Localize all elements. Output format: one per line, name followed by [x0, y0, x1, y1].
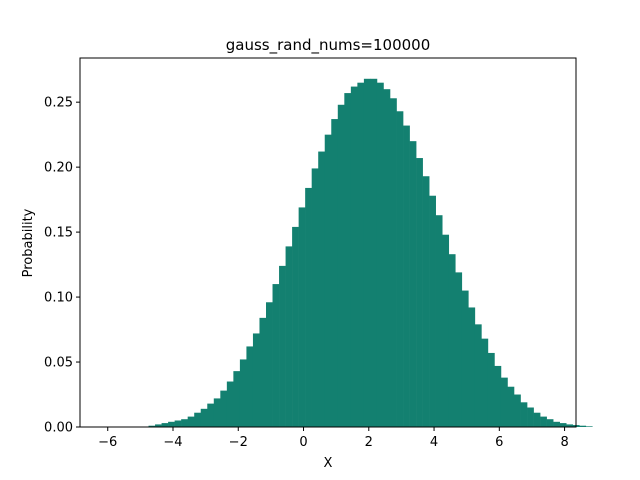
histogram-bar — [266, 302, 273, 427]
histogram-bar — [350, 86, 358, 428]
histogram-bar — [285, 246, 293, 427]
histogram-bar — [298, 207, 306, 427]
y-tick-label: 0.25 — [44, 96, 73, 111]
histogram-bar — [409, 141, 417, 428]
histogram-bar — [239, 359, 247, 427]
histogram-bar — [220, 390, 228, 427]
histogram-bar — [370, 78, 378, 428]
histogram-bar — [148, 425, 156, 427]
y-axis: 0.00 0.05 0.10 0.15 0.20 0.25 — [44, 96, 80, 436]
histogram-bar — [376, 82, 384, 428]
histogram-bar — [487, 352, 495, 427]
histogram-bar — [194, 412, 202, 427]
histogram-bar — [553, 421, 560, 427]
histogram-bar — [546, 419, 554, 427]
histogram-bar — [318, 151, 326, 427]
histogram-bar — [579, 425, 587, 427]
x-tick-label: 6 — [495, 435, 503, 450]
x-tick-label: −2 — [229, 435, 248, 450]
histogram-bar — [233, 371, 241, 427]
histogram-bar — [474, 324, 482, 427]
y-tick-label: 0.20 — [44, 161, 73, 176]
histogram-bar — [174, 420, 182, 427]
histogram-bar — [181, 419, 188, 427]
histogram-bar — [461, 290, 469, 427]
x-tick-label: 8 — [560, 435, 568, 450]
histogram-bar — [279, 265, 286, 427]
histogram-bar — [527, 407, 534, 427]
histogram-bar — [305, 187, 312, 427]
histogram-bar — [383, 89, 391, 427]
histogram-bar — [403, 125, 410, 427]
histogram-bar — [500, 377, 508, 427]
histogram-bar — [207, 403, 215, 427]
chart-title: gauss_rand_nums=100000 — [226, 36, 431, 55]
x-tick-label: 2 — [365, 435, 373, 450]
histogram-bar — [442, 234, 450, 427]
histogram-bar — [324, 134, 332, 427]
histogram-bar — [390, 98, 397, 427]
histogram-bar — [468, 307, 476, 427]
x-tick-label: −4 — [163, 435, 182, 450]
histogram-bar — [363, 78, 371, 428]
histogram-bar — [292, 226, 299, 427]
plot-frame — [79, 57, 577, 428]
histogram-bar — [337, 104, 345, 427]
histogram-bar — [331, 119, 339, 428]
histogram-bar — [155, 424, 162, 427]
histogram-bar — [540, 416, 547, 427]
histogram-bar — [435, 215, 443, 427]
histogram-bar — [187, 416, 195, 427]
y-axis-title: Probability — [21, 208, 36, 277]
histogram-bar — [200, 408, 208, 427]
histogram-bar — [455, 272, 463, 427]
y-tick-label: 0.00 — [44, 421, 73, 436]
y-tick-label: 0.10 — [44, 291, 73, 306]
histogram-bar — [507, 386, 515, 427]
histogram-bar — [252, 333, 260, 427]
histogram-bar — [429, 195, 436, 427]
histogram-bar — [168, 421, 175, 427]
x-axis-title: X — [324, 456, 333, 471]
histogram-bar — [514, 394, 521, 427]
histogram-bar — [533, 412, 541, 427]
histogram-bar — [416, 158, 423, 427]
y-tick-label: 0.05 — [44, 356, 73, 371]
x-axis: −6 −4 −2 0 2 4 6 8 — [98, 427, 569, 450]
x-tick-label: −6 — [98, 435, 117, 450]
histogram-bar — [422, 176, 430, 427]
histogram-bars — [148, 78, 593, 428]
histogram-bar — [344, 93, 352, 427]
histogram-bar — [448, 254, 456, 427]
histogram-bar — [226, 381, 234, 427]
histogram-bar — [213, 398, 221, 427]
histogram-bar — [259, 317, 267, 427]
histogram-bar — [566, 424, 574, 427]
histogram-bar — [520, 402, 528, 427]
histogram-bar — [272, 284, 280, 427]
histogram-bar — [494, 365, 502, 427]
histogram-bar — [481, 338, 489, 427]
x-tick-label: 4 — [430, 435, 438, 450]
y-tick-label: 0.15 — [44, 226, 73, 241]
histogram-bar — [311, 168, 319, 428]
histogram-bar — [246, 346, 254, 427]
histogram-bar — [559, 423, 567, 427]
histogram-bar — [161, 423, 169, 427]
histogram-bar — [357, 82, 365, 428]
x-tick-label: 0 — [299, 435, 307, 450]
histogram-bar — [585, 426, 593, 427]
histogram-bar — [396, 111, 404, 428]
